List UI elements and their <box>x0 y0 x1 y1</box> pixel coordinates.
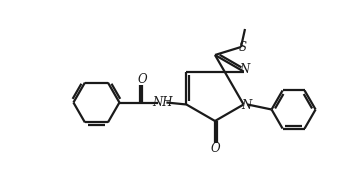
Text: O: O <box>210 142 220 155</box>
Text: S: S <box>239 41 247 54</box>
Text: O: O <box>138 73 147 86</box>
Text: NH: NH <box>152 96 173 109</box>
Text: N: N <box>241 99 252 112</box>
Text: N: N <box>239 63 250 76</box>
